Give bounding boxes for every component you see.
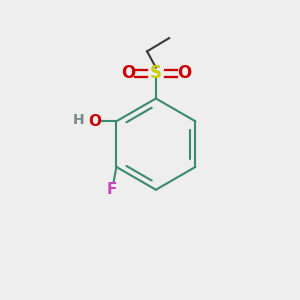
- Text: F: F: [107, 182, 117, 196]
- Text: O: O: [88, 114, 101, 129]
- Text: O: O: [177, 64, 191, 82]
- Text: O: O: [121, 64, 135, 82]
- Text: S: S: [150, 64, 162, 82]
- Text: H: H: [72, 113, 84, 127]
